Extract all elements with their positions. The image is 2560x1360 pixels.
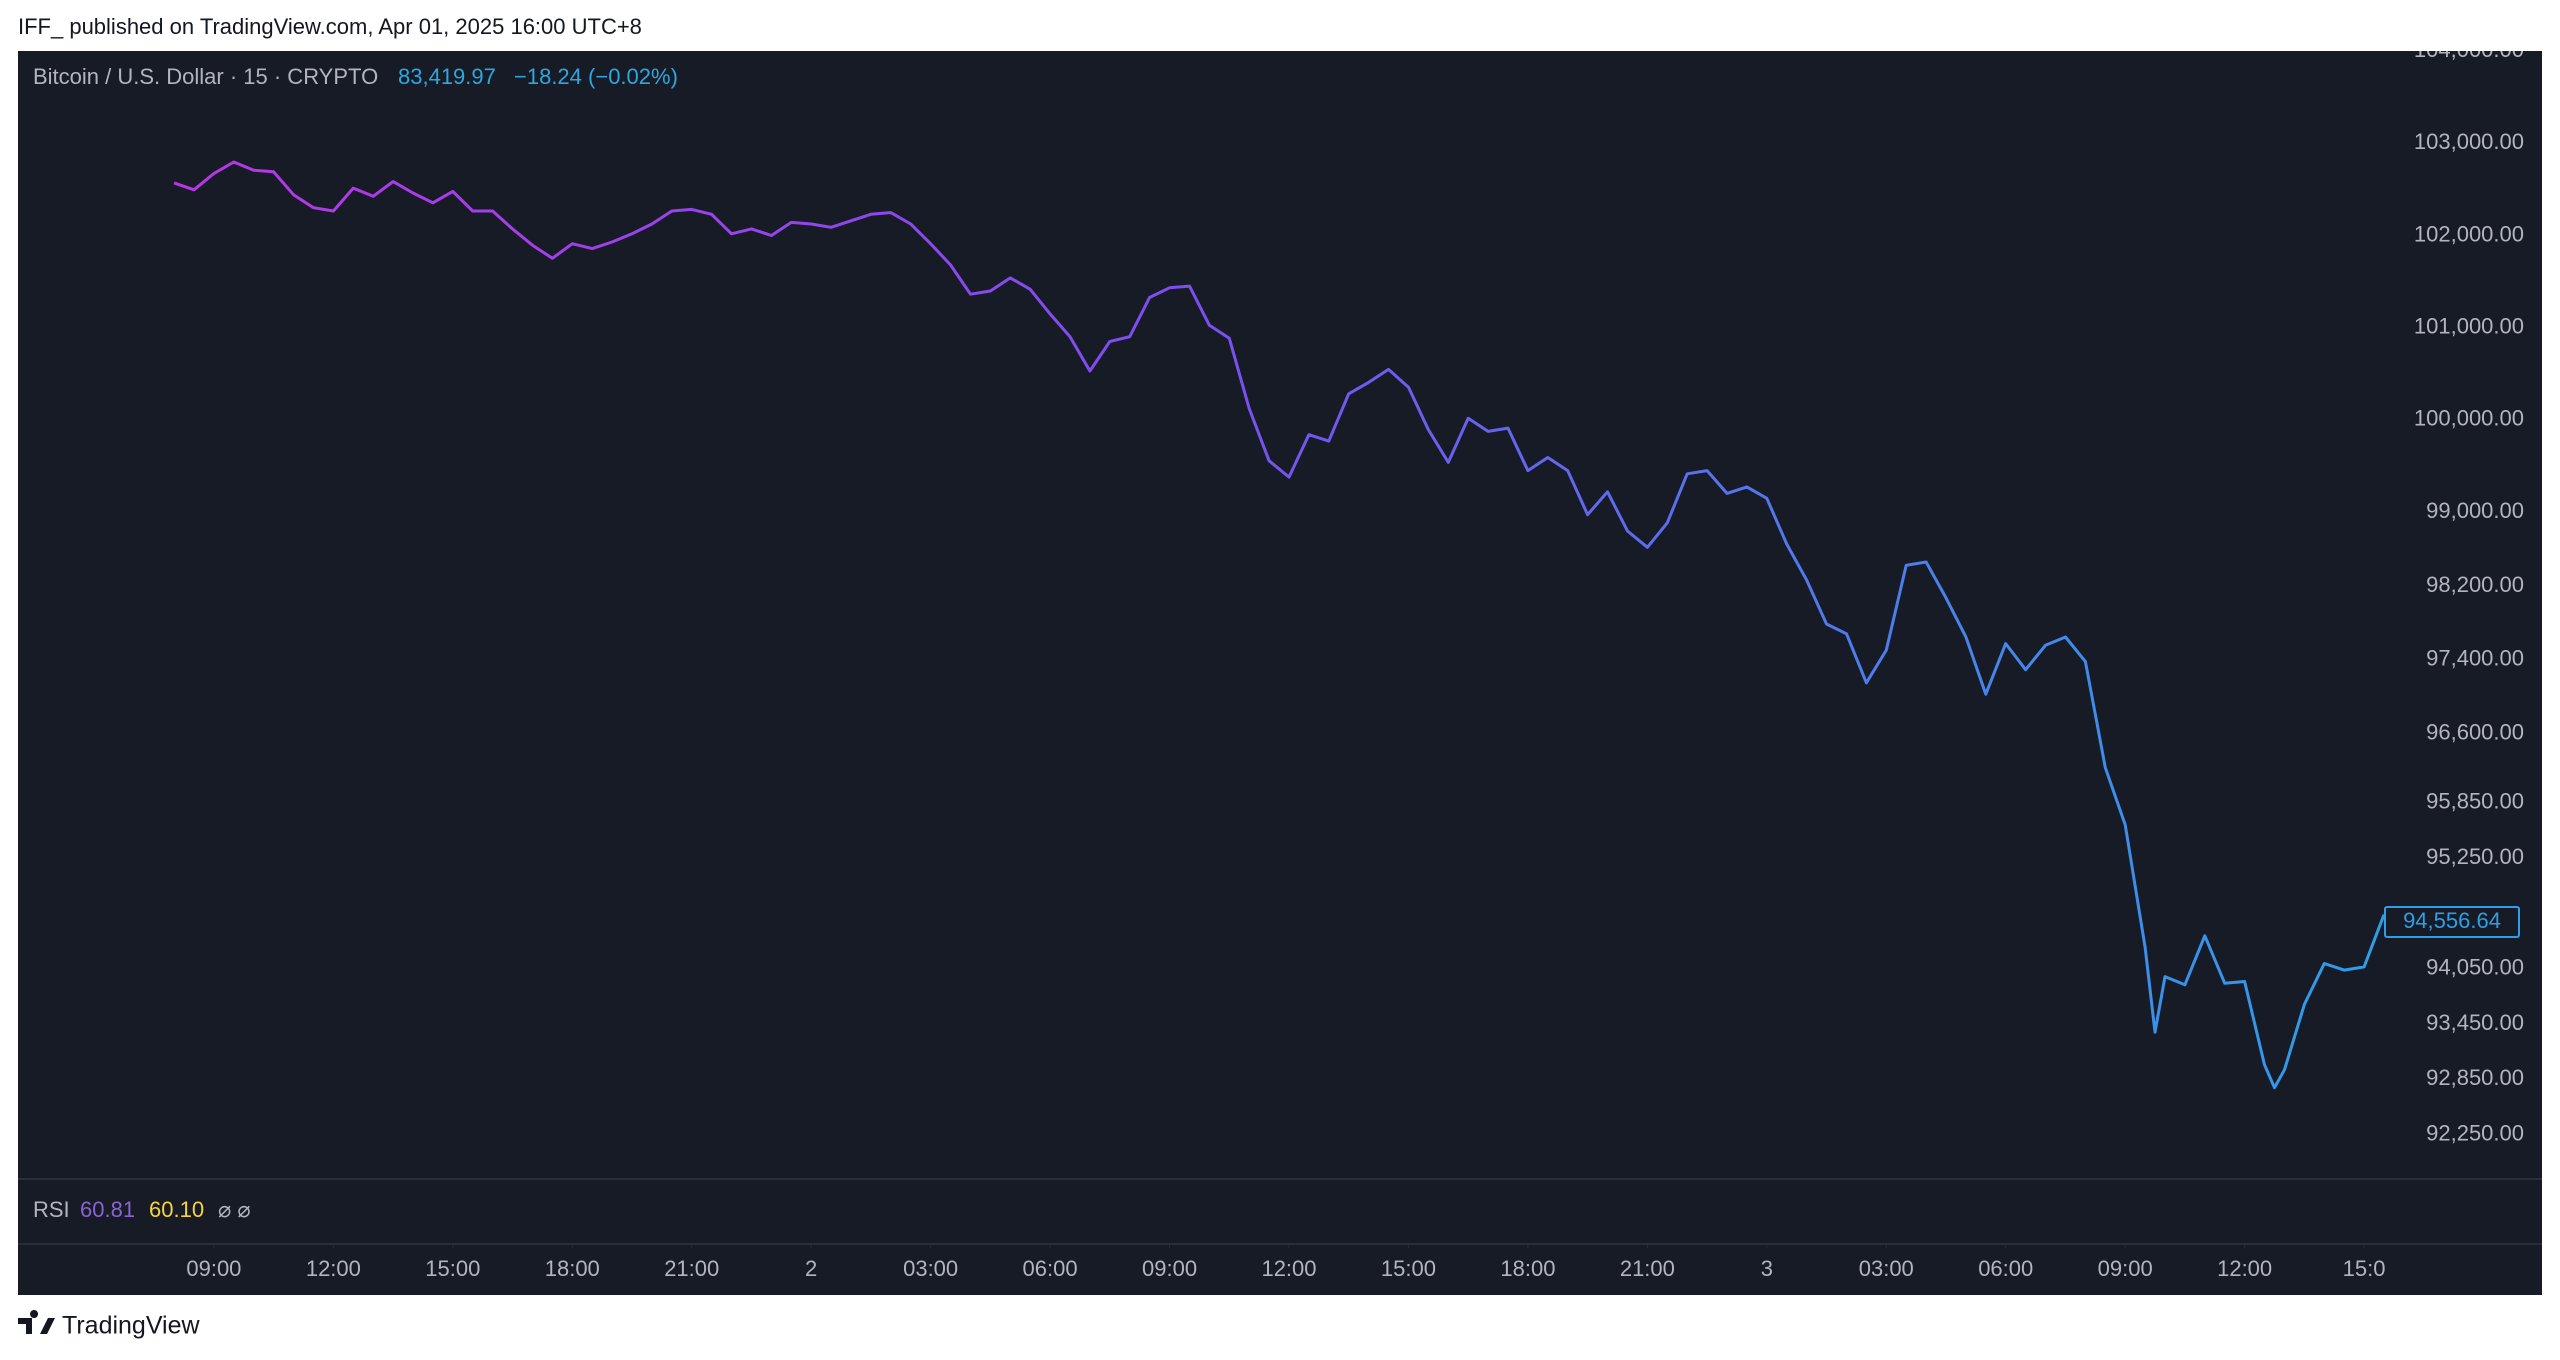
x-tick-label: 15:00 <box>425 1256 480 1281</box>
last-price-box <box>2384 905 2520 938</box>
x-tick-label: 15:0 <box>2343 1256 2386 1281</box>
x-tick-label: 12:00 <box>2217 1256 2272 1281</box>
y-tick-label: 99,000.00 <box>2426 498 2524 523</box>
y-tick-label: 95,250.00 <box>2426 844 2524 869</box>
price-change: −18.24 (−0.02%) <box>514 64 678 89</box>
y-tick-label: 103,000.00 <box>2414 129 2524 154</box>
rsi-icons: ⌀ ⌀ <box>218 1197 251 1222</box>
y-tick-label: 104,000.00 <box>2414 37 2524 62</box>
x-tick-label: 21:00 <box>664 1256 719 1281</box>
x-tick-label: 03:00 <box>1859 1256 1914 1281</box>
last-price-label: 94,556.64 <box>2403 908 2501 933</box>
rsi-value: 60.81 <box>80 1197 135 1222</box>
y-tick-label: 96,600.00 <box>2426 719 2524 744</box>
publish-info: IFF_ published on TradingView.com, Apr 0… <box>18 14 642 39</box>
y-tick-label: 98,200.00 <box>2426 572 2524 597</box>
y-tick-label: 100,000.00 <box>2414 406 2524 431</box>
x-tick-label: 3 <box>1761 1256 1773 1281</box>
x-tick-label: 09:00 <box>186 1256 241 1281</box>
x-tick-label: 15:00 <box>1381 1256 1436 1281</box>
x-tick-label: 09:00 <box>2098 1256 2153 1281</box>
symbol-title: Bitcoin / U.S. Dollar · 15 · CRYPTO <box>33 64 378 89</box>
brand-logo <box>18 1310 55 1334</box>
y-tick-label: 95,850.00 <box>2426 789 2524 814</box>
x-tick-label: 18:00 <box>1500 1256 1555 1281</box>
x-tick-label: 18:00 <box>545 1256 600 1281</box>
x-tick-label: 12:00 <box>306 1256 361 1281</box>
x-tick-label: 12:00 <box>1261 1256 1316 1281</box>
price-line <box>173 160 2386 1090</box>
y-tick-label: 101,000.00 <box>2414 314 2524 339</box>
x-tick-label: 03:00 <box>903 1256 958 1281</box>
y-tick-label: 93,450.00 <box>2426 1010 2524 1035</box>
rsi-ma-value: 60.10 <box>149 1197 204 1222</box>
chart-area: 104,000.00 103,000.00 102,000.00 101,000.00… <box>186 37 2524 1281</box>
x-tick-label: 21:00 <box>1620 1256 1675 1281</box>
y-tick-label: 102,000.00 <box>2414 221 2524 246</box>
rsi-label: RSI <box>33 1197 70 1222</box>
y-tick-label: 92,250.00 <box>2426 1121 2524 1146</box>
y-tick-label: 92,850.00 <box>2426 1065 2524 1090</box>
brand-name: TradingView <box>62 1312 201 1340</box>
x-tick-label: 2 <box>805 1256 817 1281</box>
x-tick-label: 06:00 <box>1978 1256 2033 1281</box>
y-tick-label: 97,400.00 <box>2426 646 2524 671</box>
x-tick-label: 06:00 <box>1023 1256 1078 1281</box>
last-price-header: 83,419.97 <box>398 64 496 89</box>
chart-panel <box>18 51 2542 1295</box>
plot <box>173 160 2386 1090</box>
y-tick-label: 94,050.00 <box>2426 955 2524 980</box>
x-tick-label: 09:00 <box>1142 1256 1197 1281</box>
